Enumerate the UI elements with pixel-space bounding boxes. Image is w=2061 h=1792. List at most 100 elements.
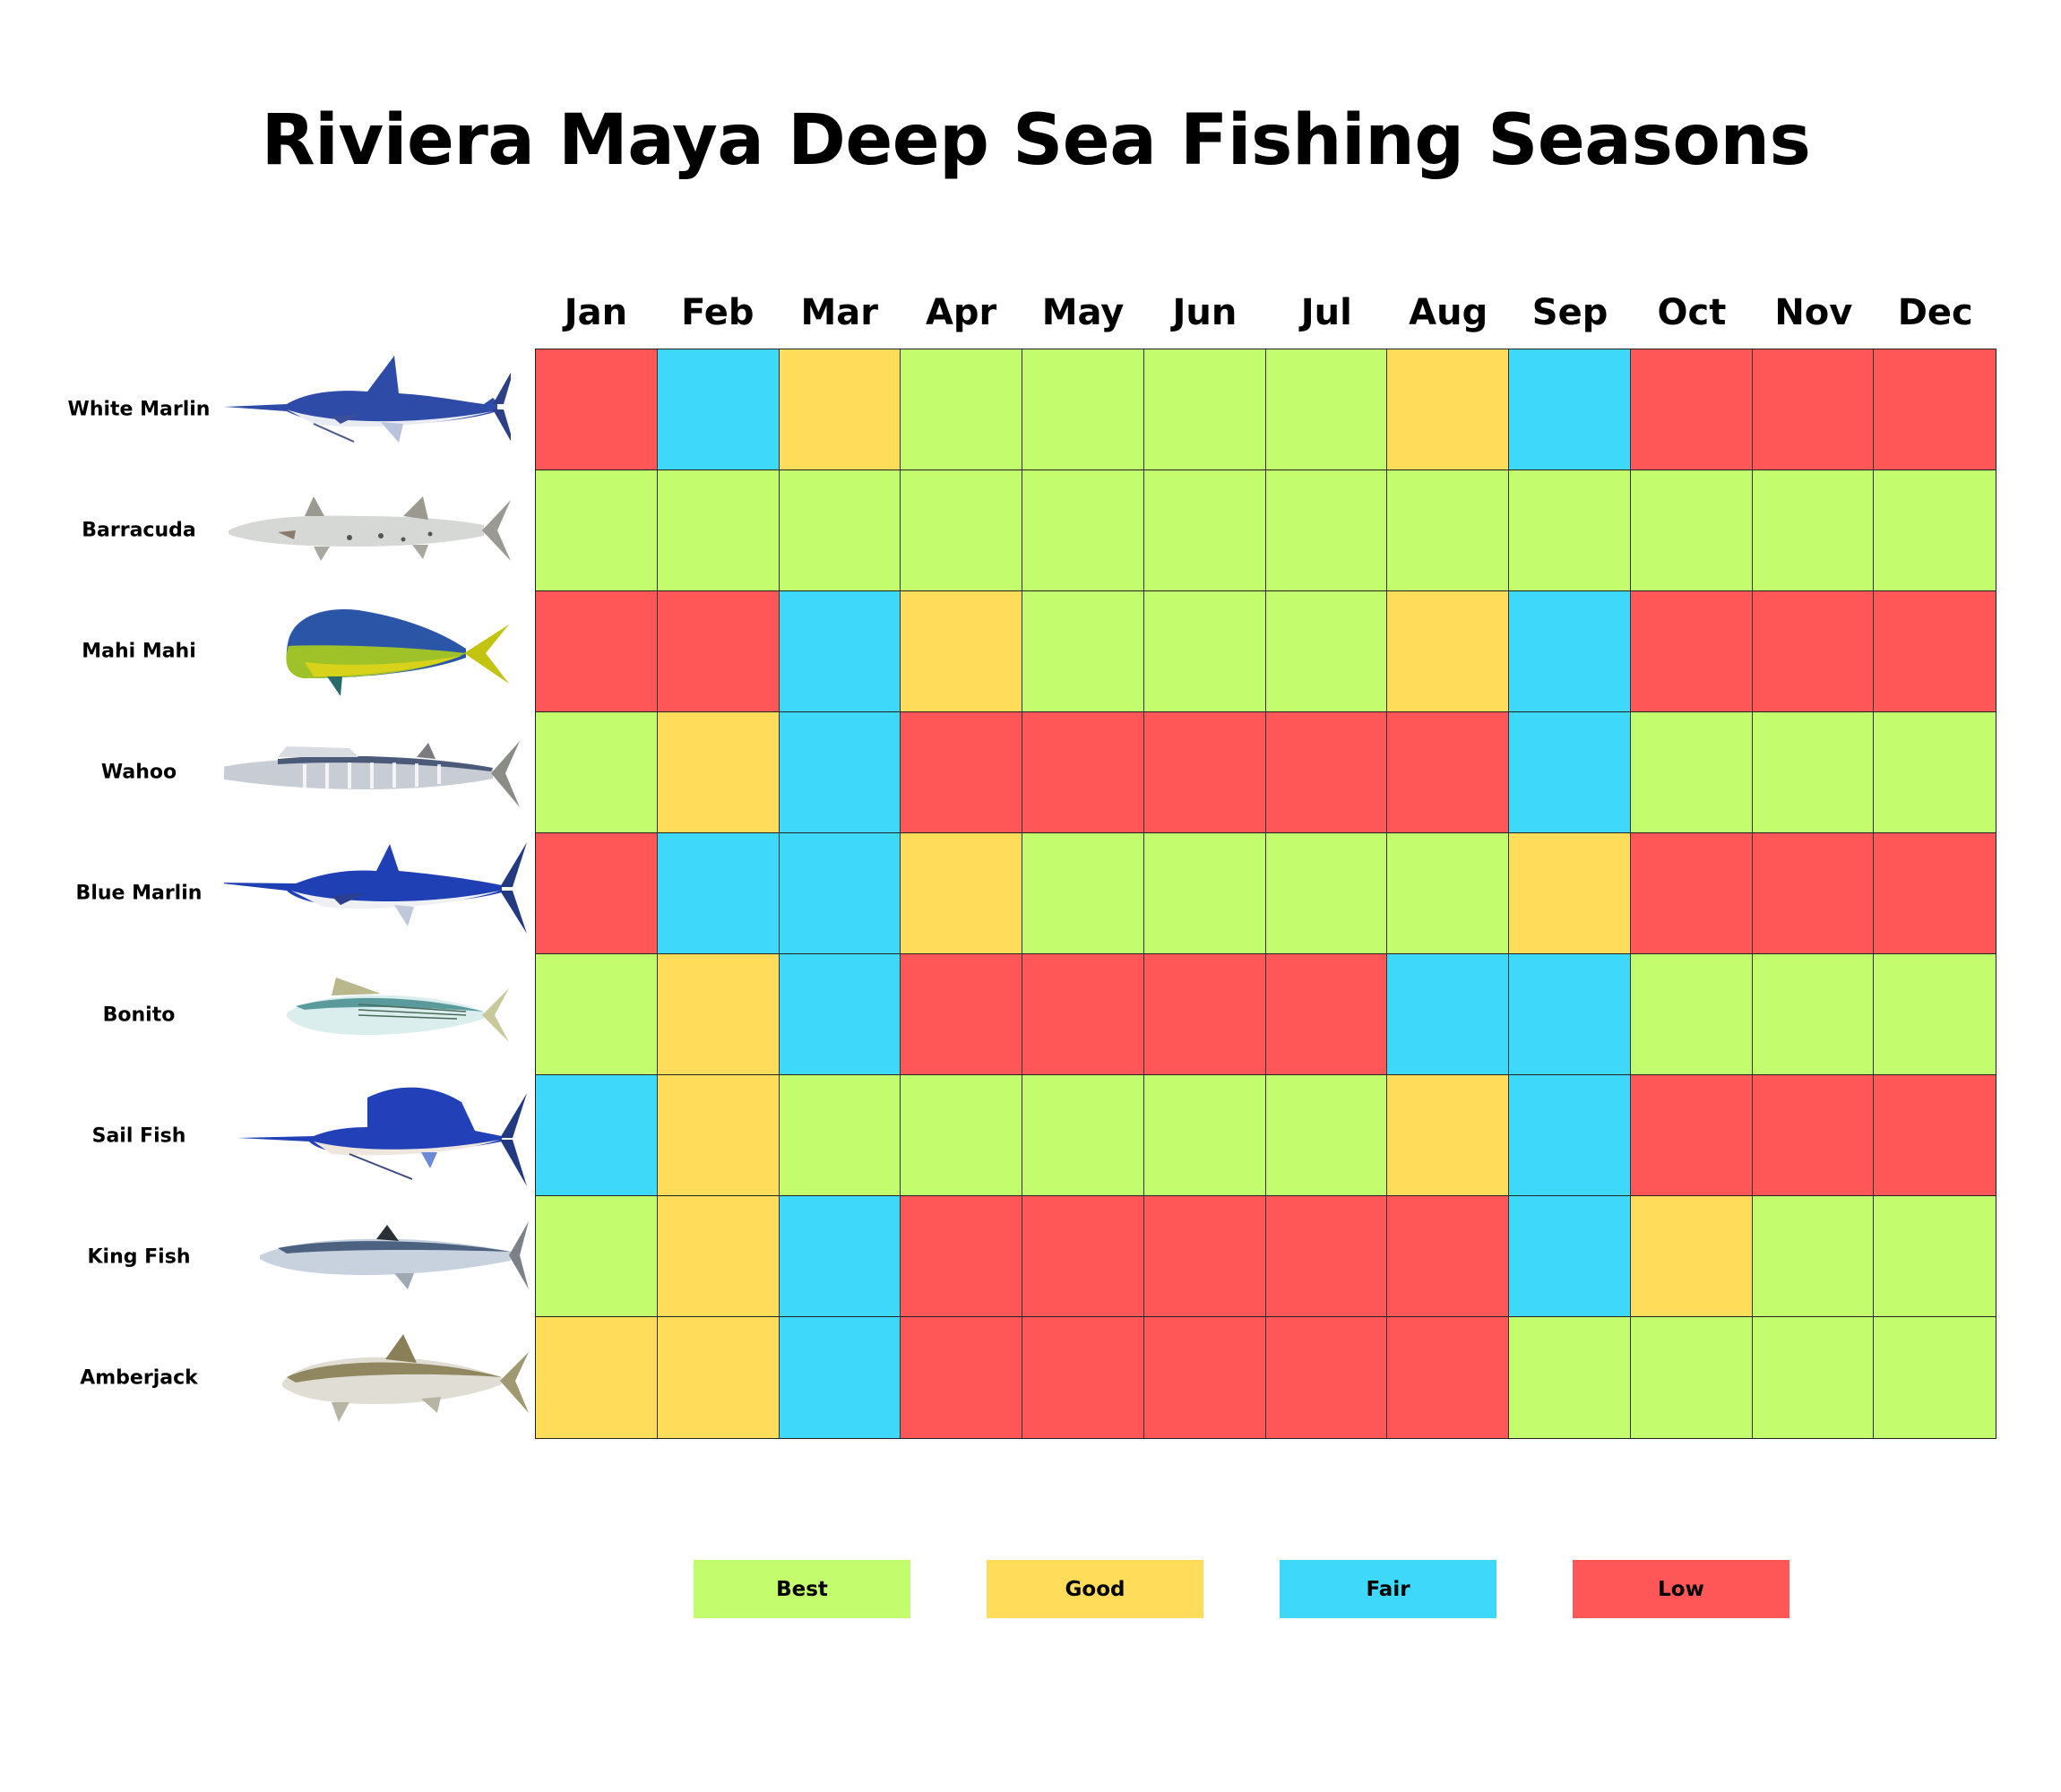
heatmap-cell <box>657 1317 780 1438</box>
heatmap-cell <box>779 833 901 954</box>
heatmap-cell <box>1265 591 1388 712</box>
heatmap-cell <box>1630 712 1753 833</box>
heatmap-cell <box>1874 1196 1996 1317</box>
mahi-mahi-icon <box>286 609 509 697</box>
heatmap-cell <box>1143 349 1266 470</box>
heatmap-cell <box>901 833 1022 954</box>
heatmap-cell <box>901 591 1022 712</box>
month-header-row: Jan Feb Mar Apr May Jun Jul Aug Sep Oct … <box>535 292 1996 333</box>
month-header: Jan <box>564 292 628 333</box>
heatmap-cell <box>536 349 658 470</box>
heatmap-cell <box>1265 1196 1388 1317</box>
king-fish-icon <box>260 1221 529 1290</box>
heatmap-cell <box>1752 1196 1875 1317</box>
heatmap-cell <box>1509 712 1631 833</box>
heatmap-cell <box>536 470 658 591</box>
heatmap-cell <box>1265 470 1388 591</box>
heatmap-cell <box>901 954 1022 1075</box>
heatmap-cell <box>1022 470 1144 591</box>
heatmap-cell <box>1022 1196 1144 1317</box>
heatmap-cell <box>657 833 780 954</box>
heatmap-cell <box>1022 954 1144 1075</box>
month-header: Jul <box>1300 292 1352 333</box>
heatmap-cell <box>779 591 901 712</box>
heatmap-cell <box>1143 591 1266 712</box>
month-header: Feb <box>681 292 755 333</box>
heatmap-cell <box>1752 712 1875 833</box>
heatmap-cell <box>657 349 780 470</box>
heatmap-cell <box>1387 470 1509 591</box>
month-header: Mar <box>800 292 878 333</box>
season-heatmap-grid <box>535 349 1996 1439</box>
heatmap-cell <box>1509 349 1631 470</box>
heatmap-cell <box>657 591 780 712</box>
heatmap-cell <box>1022 1075 1144 1196</box>
heatmap-cell <box>1509 954 1631 1075</box>
heatmap-cell <box>1630 470 1753 591</box>
heatmap-cell <box>1752 833 1875 954</box>
heatmap-cell <box>901 1196 1022 1317</box>
month-header: Jun <box>1172 292 1237 333</box>
legend-item-best: Best <box>694 1560 910 1618</box>
month-header: Apr <box>925 292 997 333</box>
month-header: Dec <box>1897 292 1973 333</box>
heatmap-cell <box>657 1196 780 1317</box>
fish-row-label: Barracuda <box>0 470 538 590</box>
fish-name: Amberjack <box>80 1366 198 1390</box>
heatmap-cell <box>1630 1075 1753 1196</box>
heatmap-cell <box>1509 1196 1631 1317</box>
heatmap-cell <box>657 954 780 1075</box>
bonito-icon <box>287 978 509 1042</box>
heatmap-cell <box>901 712 1022 833</box>
heatmap-cell <box>1387 712 1509 833</box>
heatmap-cell <box>1387 954 1509 1075</box>
heatmap-cell <box>1509 833 1631 954</box>
heatmap-cell <box>779 1075 901 1196</box>
heatmap-cell <box>1509 470 1631 591</box>
fish-name: Wahoo <box>100 761 177 784</box>
amberjack-icon <box>282 1333 529 1422</box>
fish-row-label: Amberjack <box>0 1318 538 1439</box>
heatmap-cell <box>1874 712 1996 833</box>
fish-row-label: Bonito <box>0 954 538 1075</box>
legend-item-fair: Fair <box>1280 1560 1496 1618</box>
fish-name: White Marlin <box>67 398 211 420</box>
white-marlin-icon <box>224 356 511 443</box>
fish-name: Bonito <box>102 1004 176 1026</box>
heatmap-cell <box>1022 349 1144 470</box>
fish-name: Sail Fish <box>91 1124 186 1148</box>
fish-row-label: Mahi Mahi <box>0 590 538 711</box>
heatmap-cell <box>1387 591 1509 712</box>
heatmap-cell <box>1143 1196 1266 1317</box>
heatmap-cell <box>1143 833 1266 954</box>
month-header: Nov <box>1774 292 1853 333</box>
heatmap-cell <box>1874 1075 1996 1196</box>
heatmap-cell <box>1265 1075 1388 1196</box>
fish-name: Barracuda <box>82 519 196 542</box>
fish-name: Blue Marlin <box>75 882 203 905</box>
heatmap-cell <box>779 349 901 470</box>
fish-row-label: Sail Fish <box>0 1075 538 1196</box>
heatmap-cell <box>1874 954 1996 1075</box>
heatmap-cell <box>1509 1317 1631 1438</box>
heatmap-cell <box>1265 712 1388 833</box>
heatmap-cell <box>1752 470 1875 591</box>
month-header: Aug <box>1409 292 1488 333</box>
heatmap-cell <box>657 1075 780 1196</box>
heatmap-cell <box>779 954 901 1075</box>
heatmap-cell <box>1022 1317 1144 1438</box>
heatmap-cell <box>1874 591 1996 712</box>
heatmap-cell <box>1752 1075 1875 1196</box>
heatmap-cell <box>1387 1196 1509 1317</box>
heatmap-cell <box>1630 591 1753 712</box>
heatmap-cell <box>1265 954 1388 1075</box>
heatmap-cell <box>1387 1317 1509 1438</box>
blue-marlin-icon <box>224 841 527 934</box>
heatmap-cell <box>1143 712 1266 833</box>
heatmap-cell <box>536 954 658 1075</box>
heatmap-cell <box>536 1317 658 1438</box>
sail-fish-icon <box>237 1087 527 1187</box>
heatmap-cell <box>536 1075 658 1196</box>
heatmap-cell <box>1752 349 1875 470</box>
fish-row-label: Wahoo <box>0 712 538 833</box>
